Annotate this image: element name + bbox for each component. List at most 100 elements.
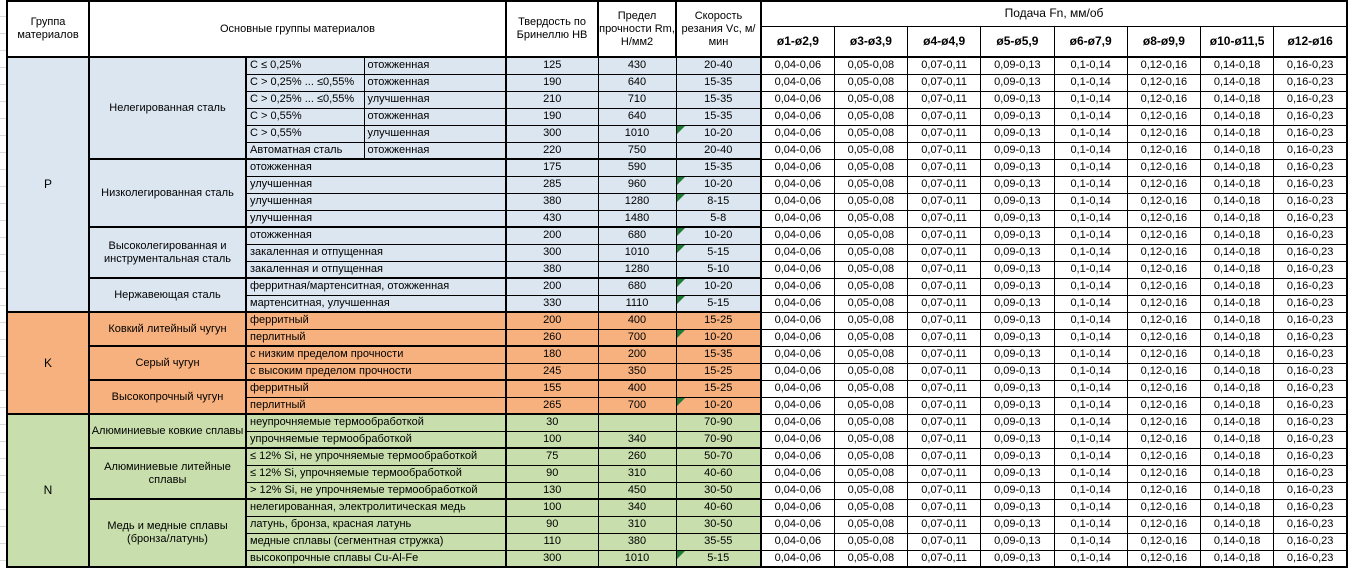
feed-cell[interactable]: 0,04-0,06 — [759, 345, 835, 364]
feed-cell[interactable]: 0,09-0,13 — [980, 277, 1055, 296]
feed-cell[interactable]: 0,05-0,08 — [833, 345, 909, 364]
state-cell[interactable]: закаленная и отпущенная — [245, 243, 507, 262]
feed-cell[interactable]: 0,16-0,23 — [1273, 73, 1348, 92]
hb-cell[interactable]: 210 — [505, 90, 599, 109]
feed-cell[interactable]: 0,14-0,18 — [1199, 56, 1275, 75]
feed-cell[interactable]: 0,04-0,06 — [759, 243, 835, 262]
state-cell[interactable]: отожженная — [363, 107, 507, 126]
feed-cell[interactable]: 0,16-0,23 — [1273, 277, 1348, 296]
feed-cell[interactable]: 0,12-0,16 — [1126, 226, 1202, 245]
feed-cell[interactable]: 0,1-0,14 — [1053, 345, 1128, 364]
feed-cell[interactable]: 0,07-0,11 — [906, 549, 982, 568]
feed-cell[interactable]: 0,05-0,08 — [833, 464, 909, 483]
state-cell[interactable]: отожженная — [245, 226, 507, 245]
feed-cell[interactable]: 0,14-0,18 — [1199, 362, 1275, 381]
state-cell[interactable]: > 12% Si, не упрочняемые термообработкой — [245, 481, 507, 500]
state-cell[interactable]: латунь, бронза, красная латунь — [245, 515, 507, 534]
feed-cell[interactable]: 0,1-0,14 — [1053, 447, 1128, 466]
feed-cell[interactable]: 0,05-0,08 — [833, 90, 909, 109]
hb-cell[interactable]: 380 — [505, 192, 599, 211]
rm-cell[interactable]: 310 — [597, 515, 677, 534]
feed-cell[interactable]: 0,1-0,14 — [1053, 141, 1128, 160]
feed-cell[interactable]: 0,04-0,06 — [759, 209, 835, 228]
feed-cell[interactable]: 0,1-0,14 — [1053, 192, 1128, 211]
feed-cell[interactable]: 0,07-0,11 — [906, 158, 982, 177]
feed-cell[interactable]: 0,05-0,08 — [833, 107, 909, 126]
feed-cell[interactable]: 0,12-0,16 — [1126, 277, 1202, 296]
feed-cell[interactable]: 0,09-0,13 — [980, 226, 1055, 245]
rm-cell[interactable]: 1110 — [597, 294, 677, 313]
header-feed-col[interactable]: ø4-ø4,9 — [906, 25, 982, 58]
state-cell[interactable]: ферритный — [245, 379, 507, 398]
vc-cell[interactable]: 5-10 — [675, 260, 762, 279]
family-cell[interactable]: Нелегированная сталь — [88, 56, 247, 160]
feed-cell[interactable]: 0,07-0,11 — [906, 73, 982, 92]
rm-cell[interactable]: 1280 — [597, 192, 677, 211]
feed-cell[interactable]: 0,1-0,14 — [1053, 362, 1128, 381]
feed-cell[interactable]: 0,04-0,06 — [759, 379, 835, 398]
group-cell[interactable]: N — [6, 413, 90, 568]
feed-cell[interactable]: 0,05-0,08 — [833, 226, 909, 245]
rm-cell[interactable]: 700 — [597, 328, 677, 347]
feed-cell[interactable]: 0,09-0,13 — [980, 192, 1055, 211]
feed-cell[interactable]: 0,04-0,06 — [759, 158, 835, 177]
rm-cell[interactable]: 350 — [597, 362, 677, 381]
feed-cell[interactable]: 0,09-0,13 — [980, 56, 1055, 75]
rm-cell[interactable]: 640 — [597, 73, 677, 92]
rm-cell[interactable]: 400 — [597, 379, 677, 398]
feed-cell[interactable]: 0,12-0,16 — [1126, 260, 1202, 279]
feed-cell[interactable]: 0,1-0,14 — [1053, 294, 1128, 313]
feed-cell[interactable]: 0,05-0,08 — [833, 379, 909, 398]
hb-cell[interactable]: 245 — [505, 362, 599, 381]
feed-cell[interactable]: 0,07-0,11 — [906, 481, 982, 500]
feed-cell[interactable]: 0,09-0,13 — [980, 209, 1055, 228]
feed-cell[interactable]: 0,09-0,13 — [980, 379, 1055, 398]
feed-cell[interactable]: 0,14-0,18 — [1199, 175, 1275, 194]
family-cell[interactable]: Алюминиевые ковкие сплавы — [88, 413, 247, 449]
family-cell[interactable]: Высокопрочный чугун — [88, 379, 247, 415]
feed-cell[interactable]: 0,1-0,14 — [1053, 277, 1128, 296]
feed-cell[interactable]: 0,14-0,18 — [1199, 73, 1275, 92]
feed-cell[interactable]: 0,12-0,16 — [1126, 124, 1202, 143]
feed-cell[interactable]: 0,1-0,14 — [1053, 379, 1128, 398]
feed-cell[interactable]: 0,09-0,13 — [980, 73, 1055, 92]
vc-cell[interactable]: 20-40 — [675, 56, 762, 75]
feed-cell[interactable]: 0,14-0,18 — [1199, 124, 1275, 143]
feed-cell[interactable]: 0,07-0,11 — [906, 175, 982, 194]
feed-cell[interactable]: 0,14-0,18 — [1199, 328, 1275, 347]
feed-cell[interactable]: 0,14-0,18 — [1199, 345, 1275, 364]
vc-cell[interactable]: 15-35 — [675, 73, 762, 92]
feed-cell[interactable]: 0,16-0,23 — [1273, 413, 1348, 432]
feed-cell[interactable]: 0,12-0,16 — [1126, 549, 1202, 568]
feed-cell[interactable]: 0,09-0,13 — [980, 396, 1055, 415]
feed-cell[interactable]: 0,09-0,13 — [980, 158, 1055, 177]
header-rm[interactable]: Предел прочности Rm, Н/мм2 — [597, 0, 677, 58]
state-cell[interactable]: мартенситная, улучшенная — [245, 294, 507, 313]
rm-cell[interactable]: 750 — [597, 141, 677, 160]
group-cell[interactable]: P — [6, 56, 90, 313]
feed-cell[interactable]: 0,14-0,18 — [1199, 430, 1275, 449]
feed-cell[interactable]: 0,04-0,06 — [759, 124, 835, 143]
vc-cell[interactable]: 50-70 — [675, 447, 762, 466]
feed-cell[interactable]: 0,16-0,23 — [1273, 515, 1348, 534]
hb-cell[interactable]: 220 — [505, 141, 599, 160]
feed-cell[interactable]: 0,07-0,11 — [906, 515, 982, 534]
feed-cell[interactable]: 0,04-0,06 — [759, 192, 835, 211]
feed-cell[interactable]: 0,16-0,23 — [1273, 260, 1348, 279]
rm-cell[interactable]: 1280 — [597, 260, 677, 279]
state-cell[interactable]: улучшенная — [363, 124, 507, 143]
vc-cell[interactable]: 15-25 — [675, 362, 762, 381]
rm-cell[interactable]: 700 — [597, 396, 677, 415]
feed-cell[interactable]: 0,14-0,18 — [1199, 549, 1275, 568]
group-cell[interactable]: K — [6, 311, 90, 415]
feed-cell[interactable]: 0,07-0,11 — [906, 209, 982, 228]
feed-cell[interactable]: 0,07-0,11 — [906, 396, 982, 415]
hb-cell[interactable]: 200 — [505, 277, 599, 296]
feed-cell[interactable]: 0,16-0,23 — [1273, 532, 1348, 551]
feed-cell[interactable]: 0,14-0,18 — [1199, 481, 1275, 500]
feed-cell[interactable]: 0,05-0,08 — [833, 481, 909, 500]
subtype-cell[interactable]: C ≤ 0,25% — [245, 56, 365, 75]
feed-cell[interactable]: 0,05-0,08 — [833, 498, 909, 517]
feed-cell[interactable]: 0,05-0,08 — [833, 447, 909, 466]
hb-cell[interactable]: 110 — [505, 532, 599, 551]
